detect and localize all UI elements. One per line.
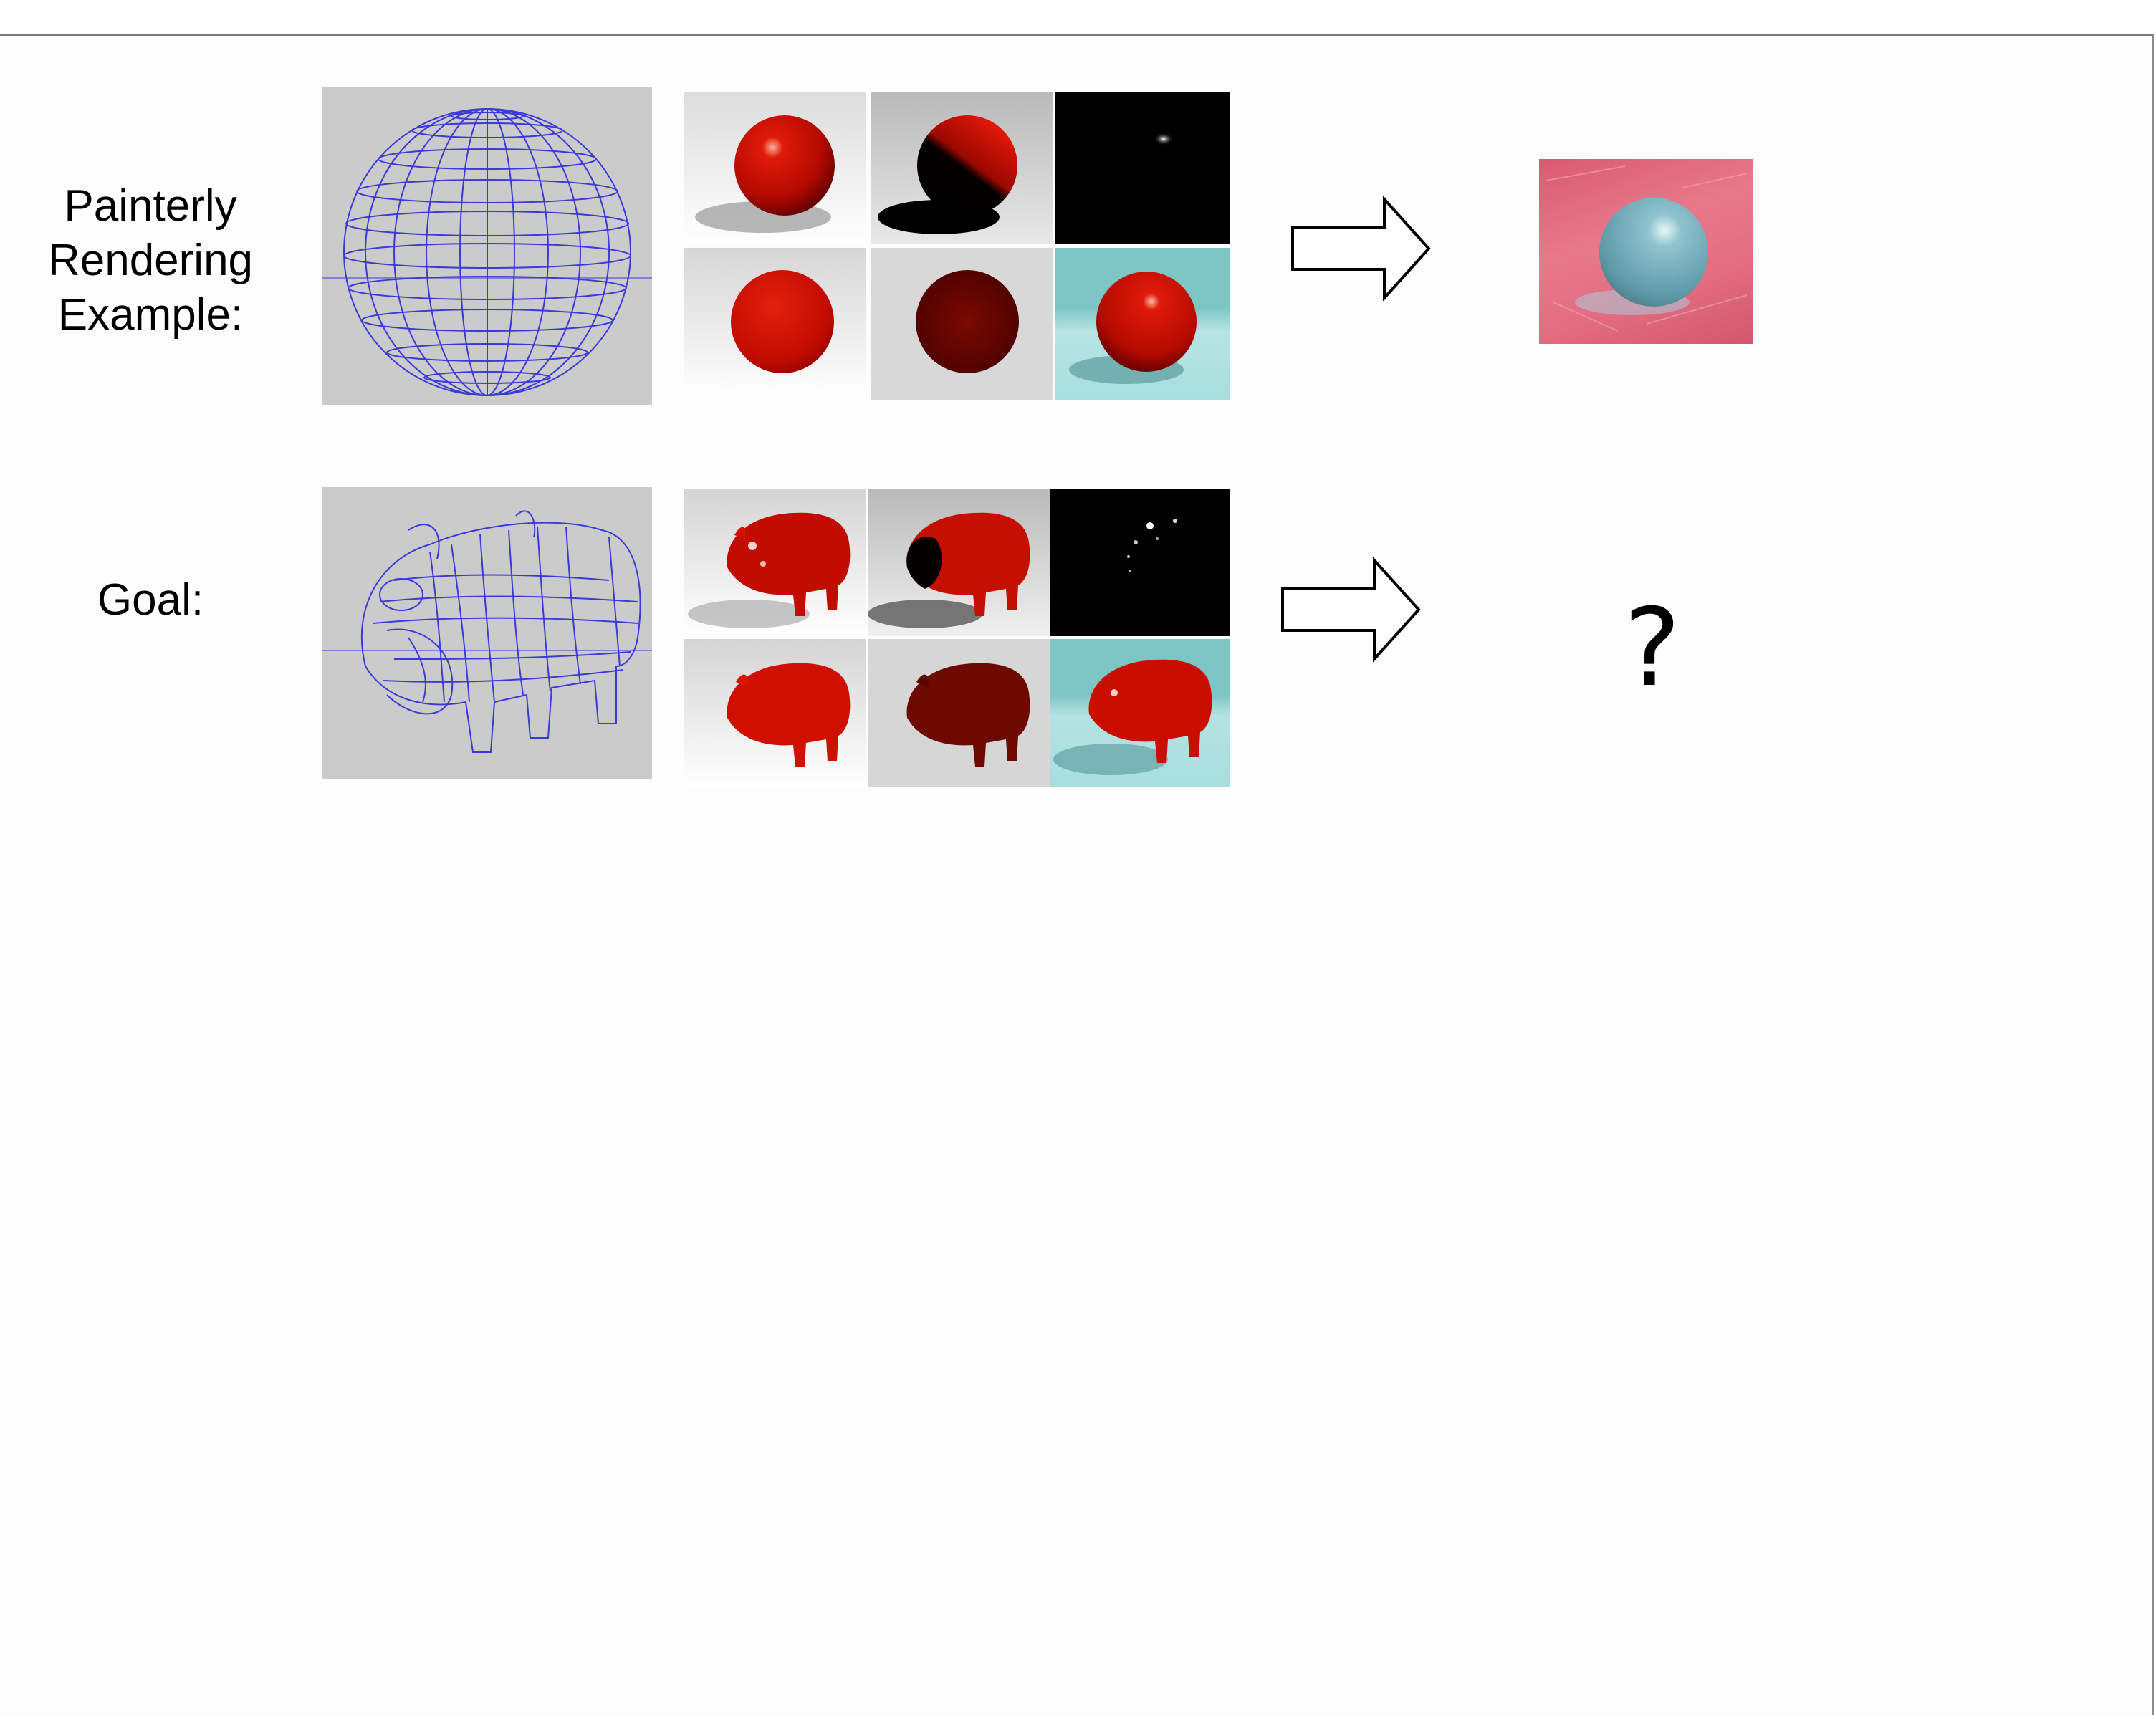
sphere-wireframe-image [322,87,652,405]
rhino-render-1 [684,489,866,636]
slide: Painterly Rendering Example: [0,34,2154,1715]
sphere-render-4 [684,248,866,400]
wireframe-rhino-icon [322,510,652,753]
rhino-wireframe-image [322,487,652,779]
right-arrow-outline-icon [1291,196,1431,301]
sphere-render-5 [871,248,1053,400]
unknown-result-mark: ? [1624,586,1681,711]
sphere-render-2 [871,92,1053,244]
right-arrow-outline-icon [1281,557,1421,662]
rhino-render-4 [684,639,866,787]
sphere-render-1 [684,92,866,244]
row1-label: Painterly Rendering Example: [47,181,254,340]
rhino-render-5 [868,639,1050,787]
rhino-render-2 [868,489,1050,636]
wireframe-sphere-icon [322,108,652,396]
sphere-render-3 [1055,92,1230,244]
rhino-render-3 [1050,489,1230,636]
painterly-result-image [1539,159,1753,344]
row2-label: Goal: [97,575,204,625]
sphere-render-6 [1055,248,1230,400]
rhino-render-6 [1050,639,1230,787]
